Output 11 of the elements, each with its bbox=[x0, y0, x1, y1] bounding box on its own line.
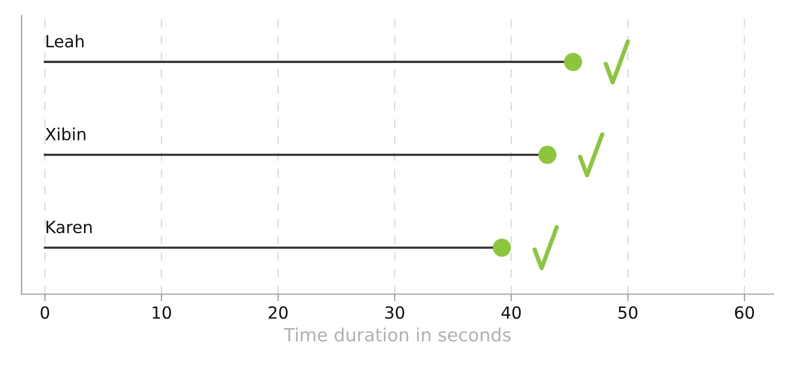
x-tick-label: 20 bbox=[268, 306, 288, 319]
y-tick-label: Karen bbox=[46, 220, 92, 234]
x-tick-label: 10 bbox=[152, 306, 172, 319]
x-tick-label: 0 bbox=[40, 306, 50, 319]
x-axis-title: Time duration in seconds bbox=[284, 328, 511, 342]
x-tick-label: 50 bbox=[618, 306, 638, 319]
y-tick-label: Xibin bbox=[45, 128, 86, 140]
x-tick-label: 40 bbox=[501, 306, 521, 319]
x-tick-label: 30 bbox=[385, 306, 404, 319]
y-tick-label: Leah bbox=[46, 34, 84, 48]
x-tick-label: 60 bbox=[735, 306, 754, 319]
